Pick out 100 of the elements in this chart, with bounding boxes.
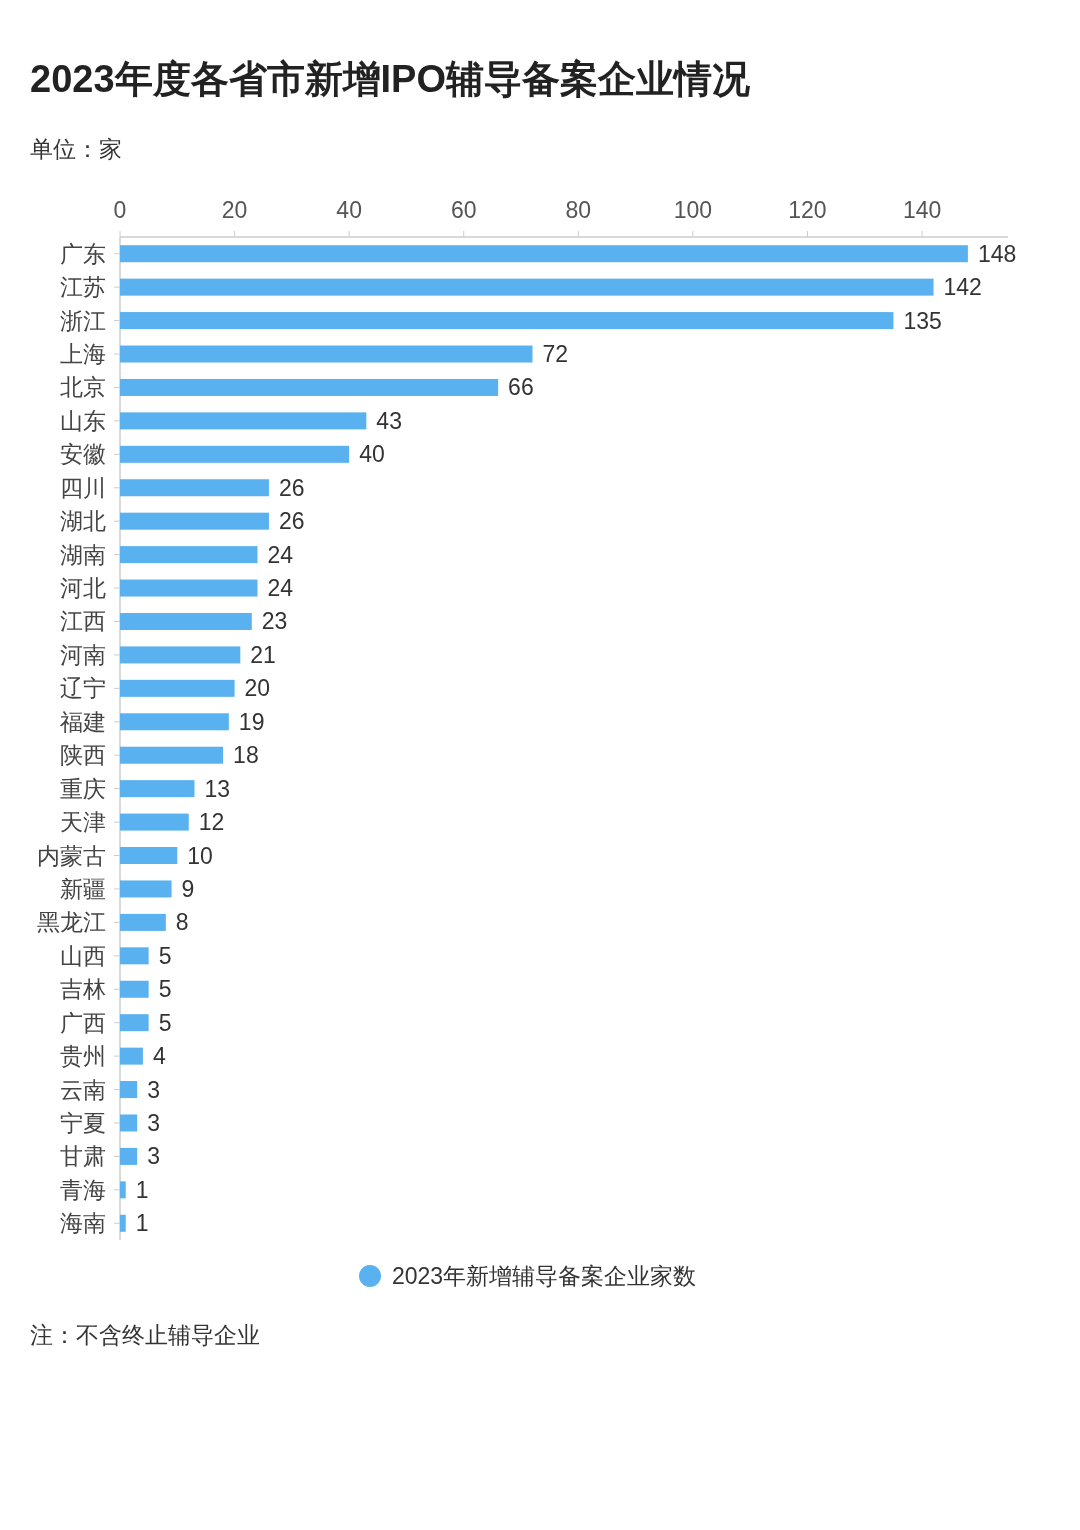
data-label: 3 [147,1109,160,1136]
data-label: 12 [198,809,225,836]
data-label: 9 [181,875,195,902]
y-tick-label: 上海 [60,341,106,368]
bar [120,1147,138,1165]
y-tick-label: 四川 [60,474,106,501]
bar [120,579,258,597]
y-tick-label: 湖南 [60,541,106,568]
y-tick-label: 青海 [60,1176,106,1203]
y-tick-label: 河北 [60,575,106,602]
y-tick-label: 宁夏 [60,1109,106,1136]
y-tick-label: 山西 [60,942,106,969]
bar [120,813,189,831]
y-tick-label: 山东 [60,407,106,434]
data-label: 40 [359,441,385,468]
data-label: 21 [250,641,276,668]
data-label: 135 [903,307,942,334]
bar [120,278,934,296]
y-tick-label: 广东 [60,240,106,267]
bar [120,412,367,430]
data-label: 43 [376,407,402,434]
bar [120,245,968,263]
data-label: 1 [135,1210,149,1237]
y-tick-label: 重庆 [60,775,106,802]
bar [120,1181,126,1199]
x-tick-label: 60 [450,197,477,223]
data-label: 66 [508,374,534,401]
bar [120,378,499,396]
y-tick-label: 黑龙江 [37,909,106,936]
y-tick-label: 浙江 [60,307,106,334]
y-tick-label: 安徽 [60,441,106,468]
data-label: 13 [204,775,231,802]
y-tick-label: 陕西 [60,742,106,769]
data-label: 5 [158,1009,172,1036]
data-label: 24 [267,575,294,602]
data-label: 23 [261,608,288,635]
y-tick-label: 云南 [60,1076,106,1103]
data-label: 24 [267,541,294,568]
y-tick-label: 贵州 [60,1043,106,1070]
bar [120,780,195,798]
x-tick-label: 40 [336,197,362,223]
bar [120,847,178,865]
bar [120,746,224,764]
chart-title: 2023年度各省市新增IPO辅导备案企业情况 [30,58,750,100]
y-tick-label: 江苏 [60,274,106,301]
bar [120,679,235,697]
y-tick-label: 天津 [60,809,106,836]
data-label: 72 [542,341,569,368]
text: 注：不含终止辅导企业 [30,1322,260,1348]
data-label: 5 [158,942,172,969]
y-tick-label: 河南 [60,641,106,668]
bar [120,980,149,998]
data-label: 3 [147,1076,160,1103]
y-tick-label: 北京 [60,374,106,401]
bar [120,612,252,630]
y-tick-label: 甘肃 [60,1143,106,1170]
bar [120,1114,138,1132]
data-label: 148 [977,240,1017,267]
x-tick-label: 80 [565,197,592,223]
data-label: 26 [278,508,305,535]
bar [120,445,350,463]
legend-label: 2023年新增辅导备案企业家数 [392,1263,697,1289]
data-label: 19 [238,708,265,735]
y-tick-label: 内蒙古 [37,842,106,869]
data-label: 5 [158,976,172,1003]
data-label: 1 [135,1176,149,1203]
y-tick-label: 辽宁 [60,675,106,702]
y-tick-label: 福建 [60,708,106,735]
bar [120,1014,149,1032]
bar [120,880,172,898]
bar [120,312,894,330]
y-tick-label: 新疆 [60,875,106,902]
data-label: 4 [152,1043,166,1070]
bar [120,947,149,965]
bar [120,713,229,731]
bar [120,1081,138,1099]
data-label: 18 [233,742,259,769]
y-tick-label: 广西 [60,1009,106,1036]
bar [120,345,533,363]
data-label: 26 [278,474,305,501]
x-tick-label: 140 [902,197,942,223]
bar [120,546,258,564]
bar [120,479,269,497]
x-tick-label: 100 [673,197,713,223]
data-label: 3 [147,1143,160,1170]
data-label: 10 [187,842,213,869]
data-label: 142 [943,274,982,301]
y-tick-label: 江西 [60,608,106,635]
bar [120,646,241,664]
bar [120,1047,143,1065]
bar [120,1214,126,1232]
x-tick-label: 20 [221,197,248,223]
data-label: 20 [244,675,271,702]
bar [120,913,166,931]
y-tick-label: 吉林 [60,976,106,1003]
y-tick-label: 湖北 [60,508,106,535]
bar [120,512,269,530]
x-tick-label: 120 [788,197,827,223]
chart-subtitle: 单位：家 [30,136,122,162]
data-label: 8 [175,909,189,936]
